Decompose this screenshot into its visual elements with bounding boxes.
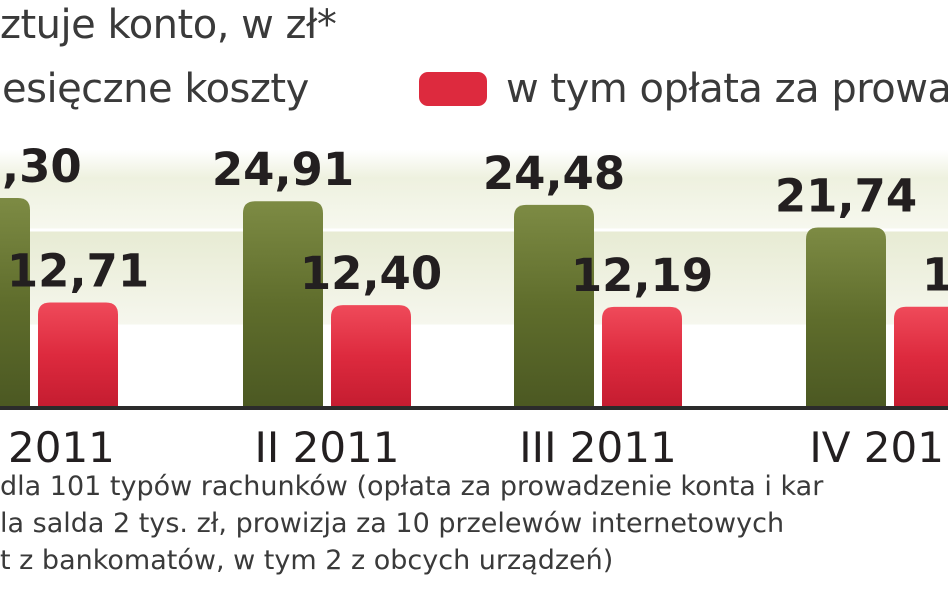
legend-label-total: esięczne koszty [2,66,309,112]
plot-band-upper [0,150,948,230]
bar-total-1 [0,198,30,408]
value-label-fee-3: 12,19 [571,249,713,302]
value-label-fee-1: 12,71 [7,245,149,298]
chart-title: ztuje konto, w zł* [0,2,337,48]
legend-label-fee: w tym opłata za prowa [506,66,948,112]
plot-band-lower [0,230,948,325]
x-tick-label-4: IV 2011 [809,423,948,472]
x-tick-label-1: 2011 [8,423,115,472]
bar-total-3 [514,204,594,408]
footnote-line-2: la salda 2 tys. zł, prowizja za 10 przel… [0,508,785,539]
bar-fee-1 [38,302,118,408]
bar-fee-3 [602,306,682,408]
footnote-line-1: dla 101 typów rachunków (opłata za prowa… [0,471,824,502]
bar-fee-2 [331,305,411,408]
value-label-fee-2: 12,40 [300,247,442,300]
bar-total-2 [243,201,323,408]
x-tick-label-3: III 2011 [519,423,676,472]
value-label-total-4: 21,74 [775,170,917,223]
x-tick-label-2: II 2011 [254,423,399,472]
value-label-total-3: 24,48 [483,147,625,200]
bar-total-4 [806,227,886,408]
value-label-fee-4: 12 [922,249,948,302]
footnote-line-3: t z bankomatów, w tym 2 z obcych urządze… [0,545,614,576]
value-label-total-2: 24,91 [212,143,354,196]
bar-fee-4 [894,306,948,408]
legend-swatch-fee [419,72,487,106]
value-label-total-1: ,30 [2,140,82,193]
